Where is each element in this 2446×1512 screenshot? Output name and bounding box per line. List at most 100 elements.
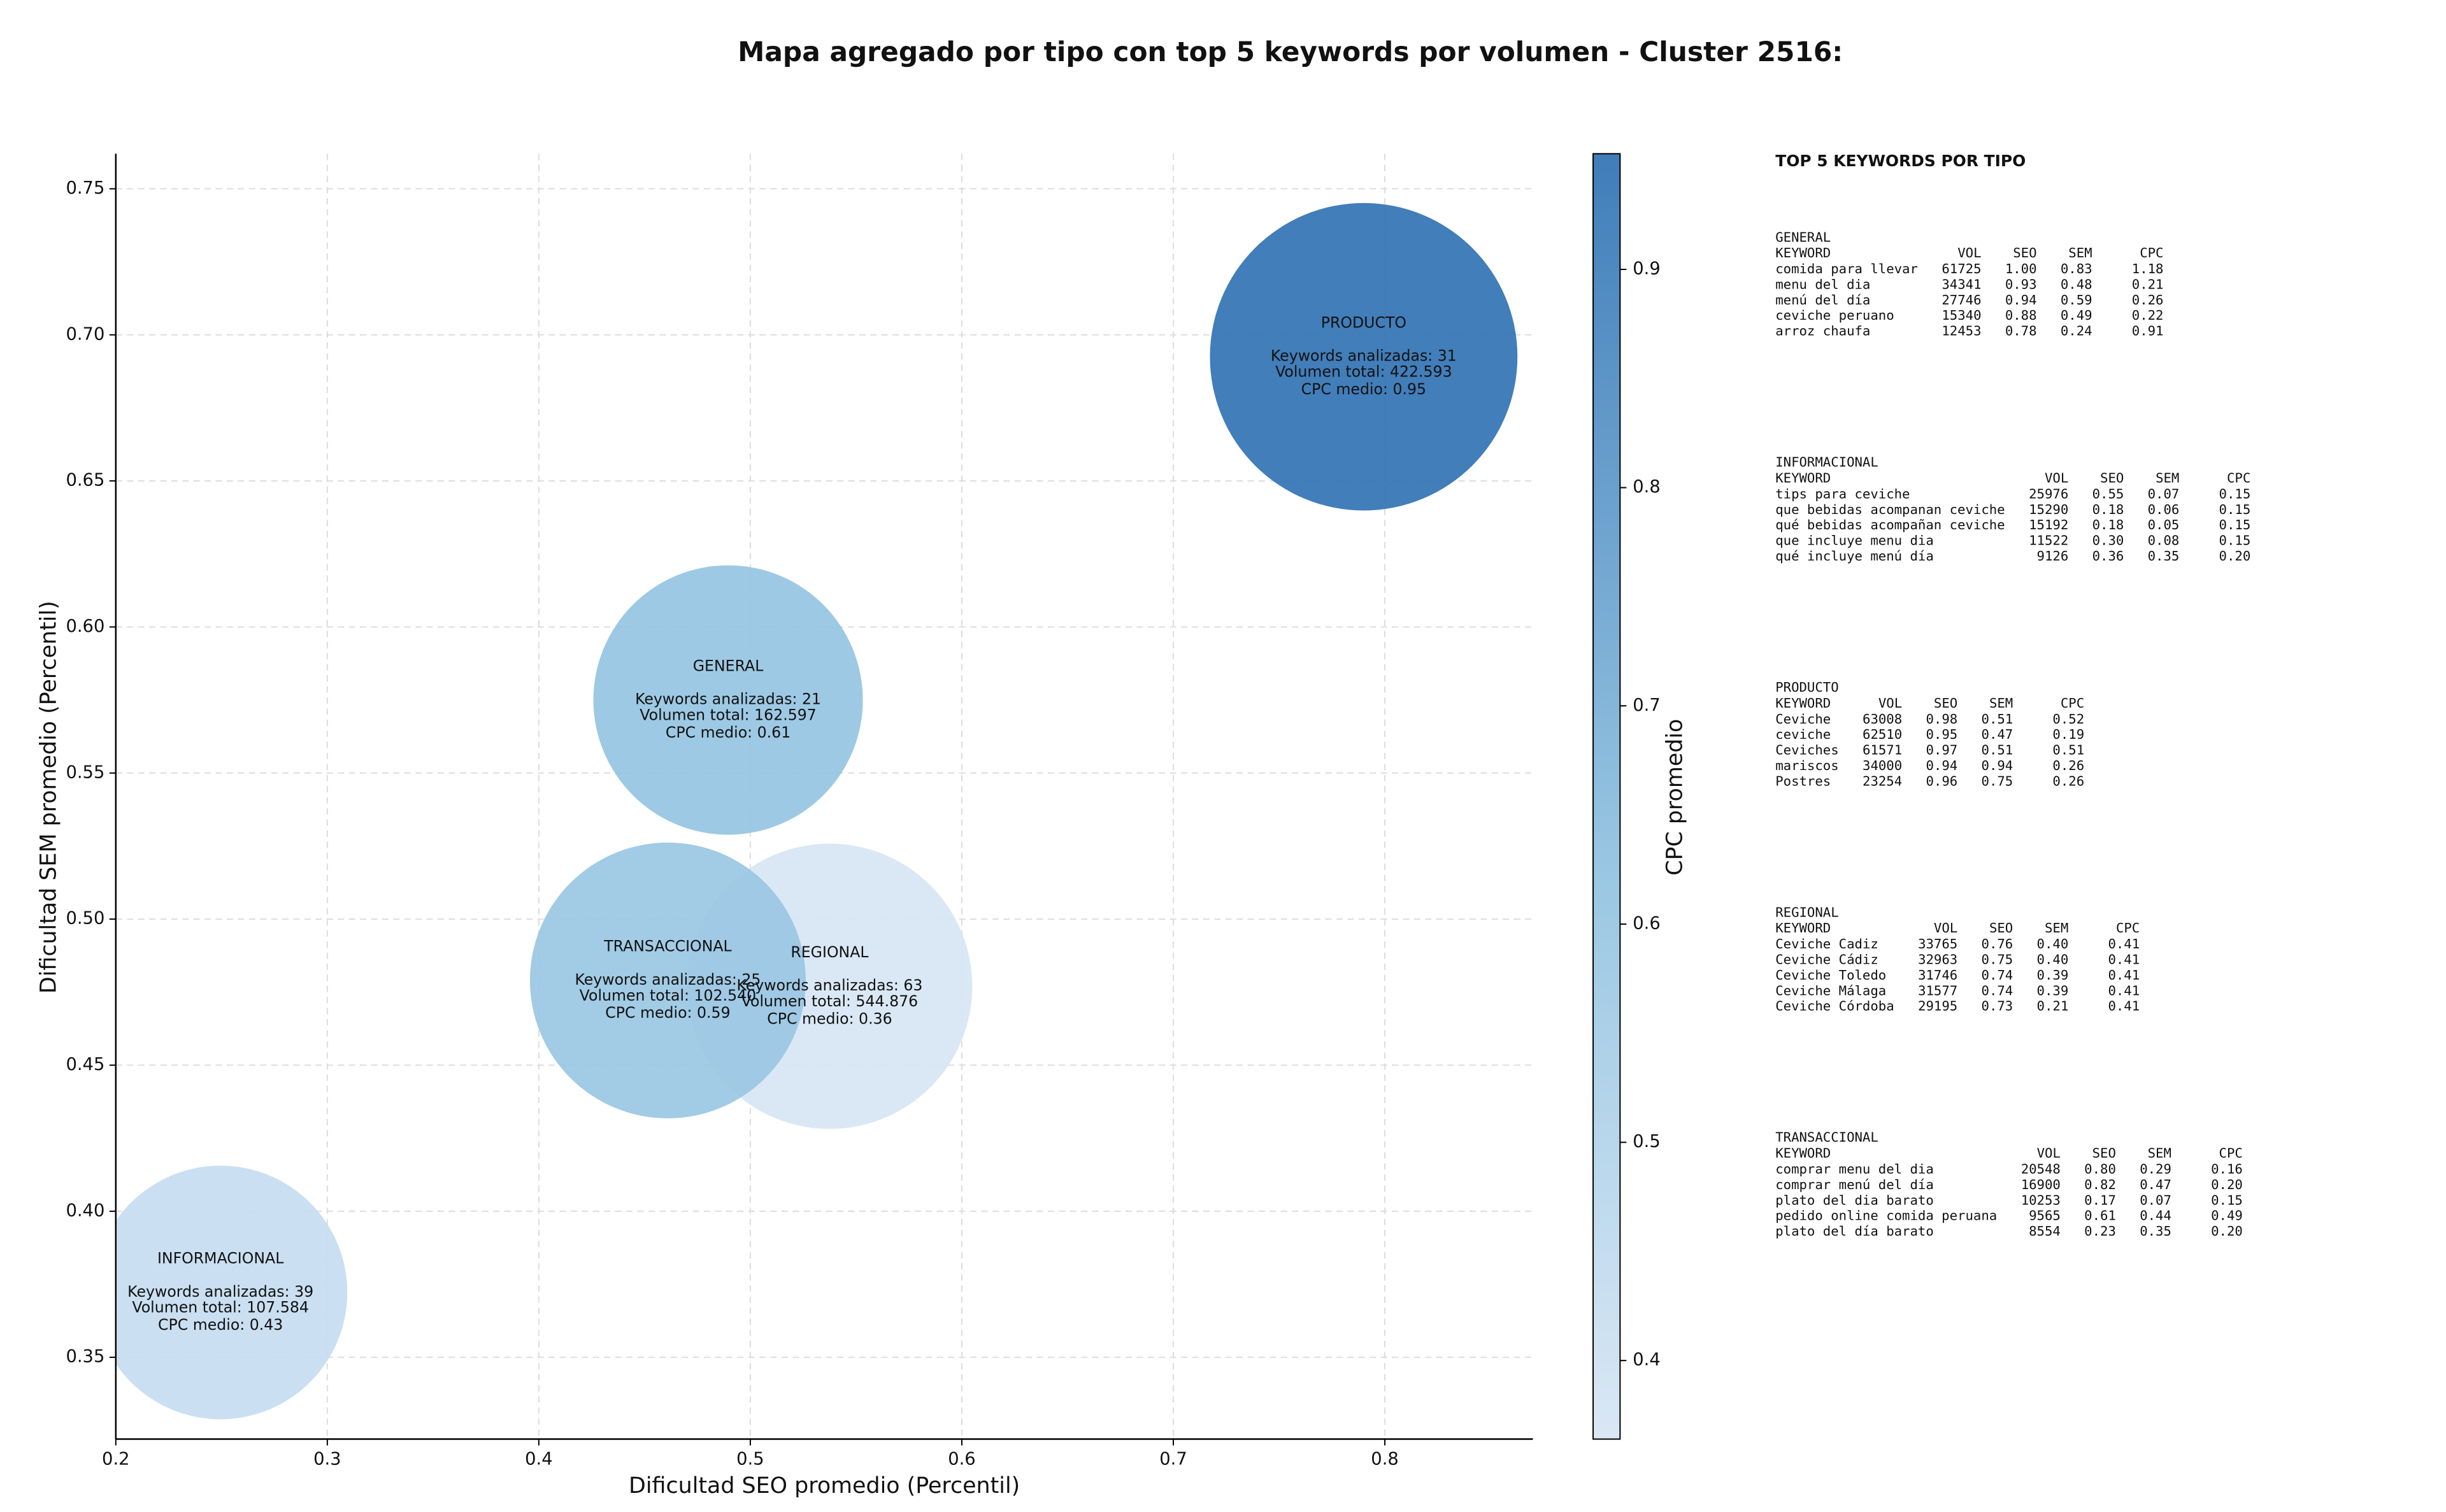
x-tick-label: 0.2 — [102, 1449, 130, 1469]
table-cell: comprar menú del día — [1775, 1177, 1934, 1192]
table-cell: 0.07 — [2140, 1192, 2171, 1208]
table-cell: 25976 — [2029, 486, 2068, 501]
table-cell: 0.80 — [2084, 1161, 2116, 1176]
table-cell: 0.20 — [2219, 548, 2251, 564]
bubbles — [115, 203, 1518, 1420]
table-title: INFORMACIONAL — [1775, 455, 1878, 470]
table-cell: 0.39 — [2037, 983, 2069, 998]
bubble — [593, 565, 863, 835]
table-cell: 0.40 — [2037, 952, 2069, 967]
table-cell: qué bebidas acompañan ceviche — [1775, 517, 2005, 532]
bubble — [115, 1166, 348, 1420]
table-cell: 0.20 — [2211, 1177, 2243, 1192]
table-header: SEO — [1989, 920, 2013, 936]
table-cell: plato del día barato — [1775, 1223, 1934, 1239]
bubble-annotation: Keywords analizadas: 21 — [635, 690, 821, 708]
table-cell: 0.21 — [2132, 276, 2164, 292]
table-cell: 0.93 — [2005, 276, 2037, 292]
table-cell: 15290 — [2029, 502, 2068, 517]
table-header: SEM — [2148, 1146, 2171, 1161]
y-tick-label: 0.75 — [66, 178, 104, 198]
table-header: KEYWORD — [1775, 695, 1831, 711]
table-cell: 0.05 — [2148, 517, 2180, 532]
table-cell: 0.24 — [2061, 324, 2092, 339]
table-cell: 0.88 — [2005, 308, 2037, 323]
table-cell: 0.41 — [2108, 983, 2140, 998]
y-tick-label: 0.55 — [66, 762, 104, 782]
x-tick-label: 0.3 — [313, 1449, 341, 1469]
table-cell: 20548 — [2021, 1161, 2061, 1176]
bubble-annotation: Keywords analizadas: 25 — [575, 971, 761, 988]
table-cell: 27746 — [1942, 292, 1981, 308]
table-cell: 0.52 — [2052, 711, 2084, 727]
table-header: SEO — [2013, 245, 2036, 260]
table-cell: Ceviche — [1775, 711, 1831, 727]
table-cell: Ceviche Córdoba — [1775, 999, 1894, 1014]
bubble-name: PRODUCTO — [1321, 313, 1406, 331]
y-axis-label: Dificultad SEM promedio (Percentil) — [36, 601, 61, 994]
table-cell: 0.59 — [2061, 292, 2092, 308]
table-header: SEO — [2100, 471, 2124, 486]
table-cell: 0.41 — [2108, 967, 2140, 983]
table-cell: comida para llevar — [1775, 261, 1918, 276]
table-header: CPC — [2116, 920, 2140, 936]
bubble-annotation: Keywords analizadas: 39 — [127, 1283, 313, 1301]
table-cell: Ceviche Cadiz — [1775, 936, 1878, 952]
table-cell: 31577 — [1918, 983, 1957, 998]
table-cell: 12453 — [1942, 324, 1981, 339]
table-cell: ceviche peruano — [1775, 308, 1894, 323]
table-cell: 0.75 — [1982, 773, 2013, 788]
table-header: KEYWORD — [1775, 245, 1831, 260]
table-cell: 0.40 — [2037, 936, 2069, 952]
table-cell: 0.95 — [1926, 727, 1957, 742]
bubble-annotation: CPC medio: 0.61 — [666, 724, 790, 741]
table-cell: 61725 — [1942, 261, 1981, 276]
table-cell: 0.96 — [1926, 773, 1957, 788]
x-tick-label: 0.7 — [1159, 1449, 1187, 1469]
table-cell: Ceviche Toledo — [1775, 967, 1886, 983]
table-cell: 0.20 — [2211, 1223, 2243, 1239]
bubble-annotation: CPC medio: 0.59 — [605, 1004, 730, 1022]
table-cell: menu del dia — [1775, 276, 1870, 292]
y-tick-label: 0.40 — [66, 1201, 104, 1220]
table-cell: 0.73 — [1982, 999, 2013, 1014]
table-cell: pedido online comida peruana — [1775, 1208, 1997, 1223]
table-header: SEM — [2068, 245, 2092, 260]
table-cell: 16900 — [2021, 1177, 2061, 1192]
table-header: KEYWORD — [1775, 471, 1831, 486]
table-header: SEM — [2045, 920, 2068, 936]
table-cell: 0.41 — [2108, 936, 2140, 952]
panel-title: TOP 5 KEYWORDS POR TIPO — [1775, 152, 2026, 170]
table-cell: 0.15 — [2219, 533, 2251, 548]
table-cell: 0.47 — [1982, 727, 2013, 742]
table-cell: 0.94 — [1982, 758, 2013, 773]
bubble-name: INFORMACIONAL — [157, 1250, 284, 1267]
bubble-annotation: Volumen total: 162.597 — [640, 706, 817, 724]
table-cell: 0.94 — [1926, 758, 1957, 773]
table-cell: 0.78 — [2005, 324, 2037, 339]
table-cell: 0.48 — [2061, 276, 2092, 292]
y-tick-label: 0.60 — [66, 617, 104, 636]
table-cell: 0.36 — [2092, 548, 2124, 564]
y-tick-label: 0.35 — [66, 1347, 104, 1367]
table-cell: 62510 — [1863, 727, 1902, 742]
table-cell: Ceviche Cádiz — [1775, 952, 1878, 967]
table-cell: 0.74 — [1982, 967, 2013, 983]
colorbar — [1592, 153, 1621, 1440]
table-cell: 32963 — [1918, 952, 1957, 967]
table-header: VOL — [1934, 920, 1957, 936]
table-cell: 63008 — [1863, 711, 1902, 727]
table-cell: Postres — [1775, 773, 1831, 788]
table-cell: 0.18 — [2092, 517, 2124, 532]
table-cell: 0.74 — [1982, 983, 2013, 998]
table-header: SEO — [1934, 695, 1957, 711]
colorbar-tick-label: 0.7 — [1633, 695, 1661, 715]
table-cell: 0.07 — [2148, 486, 2180, 501]
table-cell: 0.76 — [1982, 936, 2013, 952]
table-cell: 0.35 — [2140, 1223, 2171, 1239]
table-cell: plato del dia barato — [1775, 1192, 1934, 1208]
table-cell: 0.51 — [1982, 711, 2013, 727]
